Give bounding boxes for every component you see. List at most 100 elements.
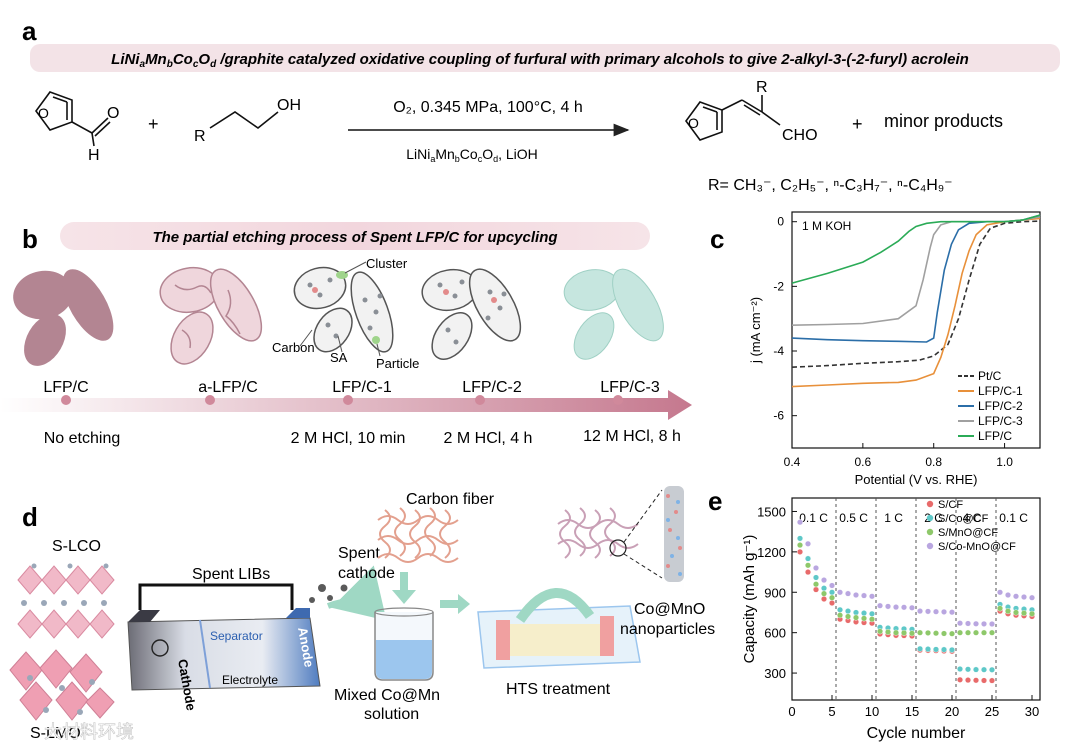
cathode-to-solution-arrow	[326, 565, 387, 621]
label-anode: Anode	[295, 626, 317, 668]
data-point-s-co-mno-cf	[813, 565, 820, 572]
data-point-s-co-mno-cf	[957, 620, 964, 627]
lfp-c1-dots	[307, 271, 383, 344]
label-co-mno-2: nanoparticles	[620, 621, 715, 638]
data-point-s-mno-cf	[813, 581, 820, 588]
label-s-lco: S-LCO	[52, 538, 101, 555]
data-point-s-mno-cf	[909, 630, 916, 637]
panel-e: e 0 5 10 15 20 25 30 300 600 900 1200 1500 Cycle num…	[708, 486, 1041, 742]
label-electrolyte: Electrolyte	[222, 673, 278, 687]
data-point-s-co-mno-cf	[861, 592, 868, 599]
condition-no-etching: No etching	[44, 430, 121, 447]
series-line-lfp-c-2	[791, 214, 1041, 343]
data-point-s-co-cf	[989, 666, 996, 673]
panel-a: a LiNiaMnbCocOd /graphite catalyzed oxid…	[22, 16, 1060, 194]
data-point-s-mno-cf	[989, 629, 996, 636]
x-tick-label-c: 0.8	[925, 455, 942, 469]
product-r: R	[756, 79, 768, 96]
legend-label-c: LFP/C-2	[978, 399, 1023, 413]
data-point-s-co-mno-cf	[917, 608, 924, 615]
stage-lfp-c-3: LFP/C-3	[600, 379, 660, 396]
panel-label-b: b	[22, 224, 38, 254]
data-point-s-cf	[829, 600, 836, 607]
watermark: 大材料环境	[44, 722, 134, 742]
panel-label-e: e	[708, 486, 722, 516]
legend-label-e: S/MnO@CF	[938, 527, 998, 539]
data-point-s-mno-cf	[845, 613, 852, 620]
data-point-s-co-cf	[941, 646, 948, 653]
series-line-pt-c	[791, 220, 1041, 368]
data-point-s-co-cf	[869, 610, 876, 617]
plus-sign-1: +	[148, 114, 159, 134]
condition-lfp-c-1: 2 M HCl, 10 min	[291, 430, 406, 447]
data-point-s-co-mno-cf	[885, 603, 892, 610]
data-point-s-co-mno-cf	[965, 620, 972, 627]
data-point-s-co-mno-cf	[981, 620, 988, 627]
data-point-s-mno-cf	[837, 612, 844, 619]
legend-label-c: Pt/C	[978, 369, 1002, 383]
data-point-s-co-mno-cf	[845, 590, 852, 597]
panel-b-title: The partial etching process of Spent LFP…	[152, 229, 557, 246]
data-point-s-mno-cf	[885, 629, 892, 636]
label-spent-cathode-2: cathode	[338, 565, 395, 582]
data-point-s-mno-cf	[949, 630, 956, 637]
data-point-s-co-mno-cf	[805, 540, 812, 547]
data-point-s-co-mno-cf	[829, 582, 836, 589]
data-point-s-co-mno-cf	[869, 593, 876, 600]
data-point-s-co-cf	[829, 589, 836, 596]
panel-a-title: LiNiaMnbCocOd /graphite catalyzed oxidat…	[111, 51, 969, 70]
a-lfp-particles	[159, 266, 263, 365]
label-separator: Separator	[210, 629, 263, 643]
data-point-s-mno-cf	[957, 629, 964, 636]
product-ring-o: O	[688, 115, 699, 131]
condition-lfp-c-2: 2 M HCl, 4 h	[444, 430, 533, 447]
co-mno-fiber-illustration	[557, 507, 639, 559]
alcohol-oh: OH	[277, 97, 301, 114]
rate-label: 0.1 C	[799, 511, 828, 525]
callout-sa: SA	[330, 350, 348, 365]
x-tick-label-e: 15	[905, 704, 919, 719]
y-tick-label-e: 1200	[757, 545, 786, 560]
reaction-condition-bottom: LiNiaMnbCocOd, LiOH	[406, 146, 538, 164]
data-point-s-mno-cf	[861, 615, 868, 622]
alcohol-r: R	[194, 128, 206, 145]
s-lco-structure	[17, 563, 115, 639]
lfp-particles	[13, 269, 114, 366]
lfp-c2-dots	[437, 279, 507, 345]
data-point-s-cf	[805, 569, 812, 576]
x-tick-label-c: 0.6	[855, 455, 872, 469]
data-point-s-co-mno-cf	[909, 604, 916, 611]
panel-label-a: a	[22, 16, 37, 46]
rate-label: 4 C	[963, 511, 982, 525]
y-tick-label-c: 0	[777, 215, 784, 229]
data-point-s-mno-cf	[893, 629, 900, 636]
data-point-s-co-mno-cf	[925, 608, 932, 615]
data-point-s-mno-cf	[941, 630, 948, 637]
data-point-s-mno-cf	[1013, 609, 1020, 616]
data-point-s-co-mno-cf	[853, 592, 860, 599]
data-point-s-co-cf	[797, 535, 804, 542]
rate-label: 0.1 C	[999, 511, 1028, 525]
data-point-s-mno-cf	[917, 629, 924, 636]
alcohol-structure	[209, 111, 279, 129]
data-point-s-co-cf	[853, 609, 860, 616]
label-hts: HTS treatment	[506, 681, 611, 698]
y-axis-label-c: j (mA cm⁻²)	[748, 297, 763, 364]
series-line-lfp-c-3	[791, 216, 1041, 326]
panel-b: b The partial etching process of Spent L…	[0, 222, 692, 447]
panel-c: c 0.4 0.6 0.8 1.0 0 -2 -4 -6 Potential (V vs. RH…	[710, 211, 1041, 487]
data-point-s-co-cf	[821, 585, 828, 592]
data-point-s-co-mno-cf	[949, 609, 956, 616]
data-point-s-co-mno-cf	[973, 620, 980, 627]
reaction-condition-top: O₂, 0.345 MPa, 100°C, 4 h	[393, 99, 583, 116]
panel-label-c: c	[710, 224, 724, 254]
legend-label-c: LFP/C-1	[978, 384, 1023, 398]
label-mixed-1: Mixed Co@Mn	[334, 687, 440, 704]
data-point-s-co-mno-cf	[989, 621, 996, 628]
data-point-s-co-cf	[813, 574, 820, 581]
label-mixed-2: solution	[364, 706, 419, 723]
label-co-mno-1: Co@MnO	[634, 601, 705, 618]
minor-products: minor products	[884, 111, 1003, 131]
x-tick-label-c: 1.0	[996, 455, 1013, 469]
data-point-s-co-cf	[965, 666, 972, 673]
